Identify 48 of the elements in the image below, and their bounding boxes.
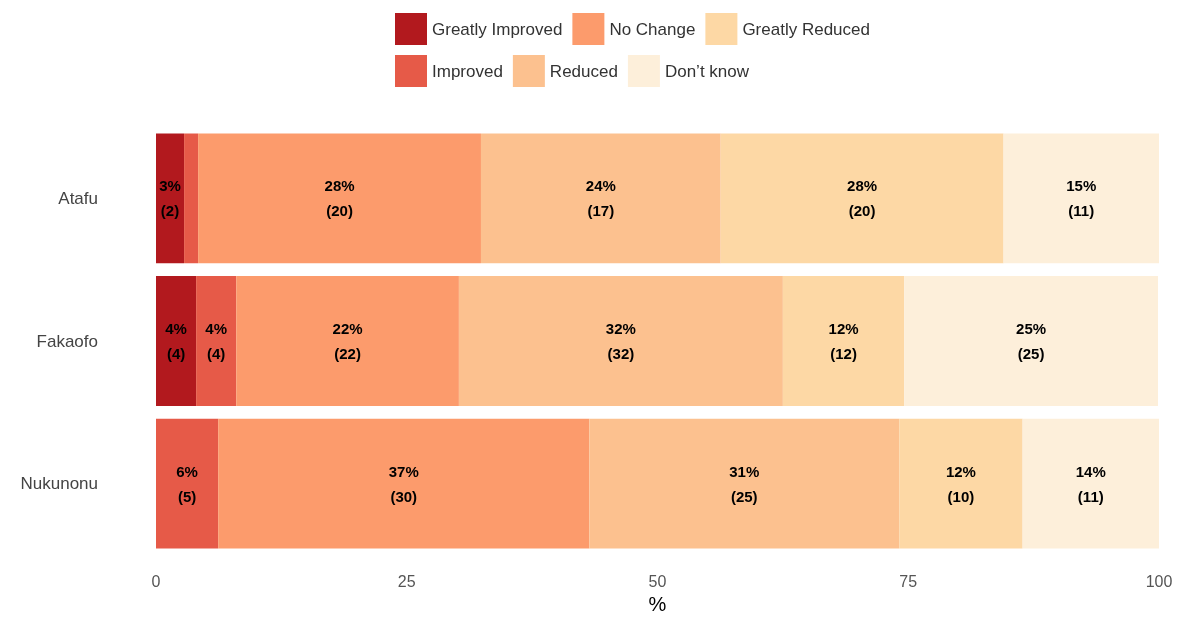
bar — [782, 276, 905, 406]
bar — [480, 133, 721, 264]
legend-label: Reduced — [549, 61, 618, 81]
data-label: 32% (32) — [605, 320, 636, 362]
data-label: 12% (12) — [828, 320, 859, 362]
bar — [156, 418, 219, 549]
data-label: 25% (25) — [1016, 320, 1047, 362]
bar — [1022, 418, 1159, 549]
x-tick-label: 0 — [151, 572, 161, 590]
bar — [236, 276, 459, 406]
x-axis-title: % — [648, 592, 667, 615]
data-label: 22% (22) — [332, 320, 363, 362]
legend-label: Don’t know — [664, 61, 750, 81]
legend-label: Improved — [432, 61, 503, 81]
bar — [184, 133, 199, 264]
data-label: 14% (11) — [1075, 462, 1106, 505]
data-label: 3% (2) — [159, 177, 181, 220]
data-label: 37% (30) — [388, 462, 419, 505]
x-tick-label: 75 — [899, 572, 918, 590]
bar — [1003, 133, 1159, 264]
bar — [196, 276, 237, 406]
y-tick-label: Atafu — [58, 188, 98, 208]
data-label: 15% (11) — [1066, 177, 1097, 220]
data-label: 4% (4) — [165, 320, 187, 362]
bar — [156, 276, 197, 406]
data-label: 28% (20) — [324, 177, 355, 220]
x-tick-label: 50 — [648, 572, 667, 590]
data-label: 28% (20) — [847, 177, 878, 220]
legend-label: No Change — [609, 19, 696, 39]
legend-label: Greatly Reduced — [742, 19, 870, 39]
bar — [589, 418, 900, 549]
bar — [218, 418, 590, 549]
legend-label: Greatly Improved — [432, 19, 563, 39]
bar — [899, 418, 1023, 549]
data-label: 4% (4) — [205, 320, 228, 362]
data-label: 6% (5) — [176, 462, 198, 505]
bar — [720, 133, 1004, 264]
data-label: 12% (10) — [945, 462, 976, 505]
y-tick-label: Fakaofo — [36, 331, 98, 351]
data-label: 24% (17) — [585, 177, 616, 220]
data-label: 31% (25) — [729, 462, 760, 505]
bar — [156, 133, 185, 264]
bar — [904, 276, 1158, 406]
x-tick-label: 25 — [397, 572, 416, 590]
y-tick-label: Nukunonu — [20, 474, 98, 494]
bar — [458, 276, 783, 406]
x-tick-label: 100 — [1145, 572, 1173, 590]
bar — [198, 133, 481, 264]
